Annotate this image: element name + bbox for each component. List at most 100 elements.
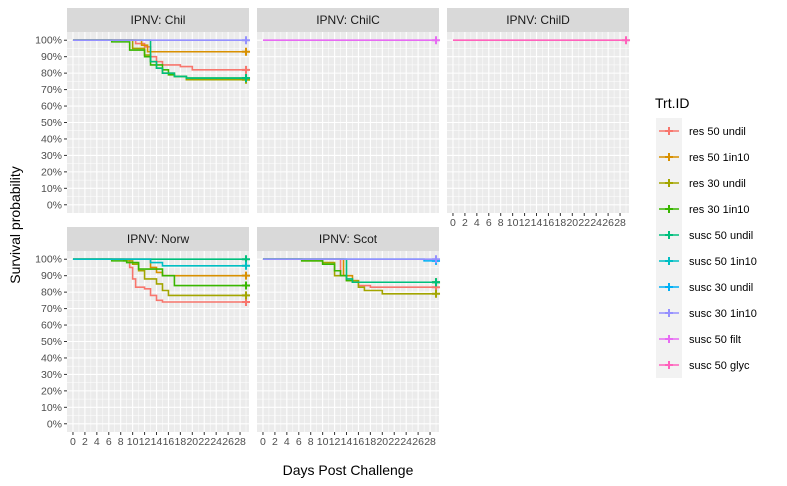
x-tick-label: 2: [462, 217, 468, 229]
x-tick-label: 12: [139, 436, 151, 448]
facet-title: IPNV: ChilC: [316, 13, 380, 27]
legend-label: res 30 1in10: [689, 204, 750, 216]
legend-key-cross: [665, 283, 673, 291]
x-tick-label: 14: [341, 436, 353, 448]
x-tick-label: 16: [353, 436, 365, 448]
legend-label: susc 50 glyc: [689, 360, 750, 372]
y-tick-label: 40%: [41, 133, 62, 145]
x-tick-label: 6: [486, 217, 492, 229]
x-tick-label: 24: [590, 217, 602, 229]
legend-key-cross: [665, 335, 673, 343]
facet-strip: [67, 227, 249, 251]
y-tick-label: 30%: [41, 150, 62, 162]
legend-label: susc 50 filt: [689, 334, 741, 346]
y-tick-label: 10%: [41, 402, 62, 414]
censor-mark: [242, 36, 251, 45]
x-tick-label: 16: [163, 436, 175, 448]
legend-label: res 50 undil: [689, 126, 746, 138]
x-tick-label: 10: [317, 436, 329, 448]
y-tick-label: 20%: [41, 385, 62, 397]
legend-key-cross: [665, 127, 673, 135]
x-tick-label: 18: [175, 436, 187, 448]
x-tick-label: 4: [94, 436, 100, 448]
x-tick-label: 26: [222, 436, 234, 448]
x-tick-label: 28: [234, 436, 246, 448]
x-tick-label: 28: [424, 436, 436, 448]
x-tick-label: 24: [210, 436, 222, 448]
legend-label: susc 50 1in10: [689, 256, 757, 268]
facet-strip: [67, 8, 249, 32]
y-tick-label: 70%: [41, 84, 62, 96]
legend-key-cross: [665, 179, 673, 187]
y-tick-label: 80%: [41, 287, 62, 299]
x-tick-label: 10: [507, 217, 519, 229]
x-tick-label: 0: [450, 217, 456, 229]
legend-key-cross: [665, 231, 673, 239]
x-tick-label: 8: [498, 217, 504, 229]
facet-strip: [447, 8, 629, 32]
legend-key-cross: [665, 361, 673, 369]
x-tick-label: 2: [272, 436, 278, 448]
y-axis-title: Survival probability: [7, 166, 23, 284]
y-tick-label: 40%: [41, 352, 62, 364]
x-tick-label: 18: [365, 436, 377, 448]
x-tick-label: 28: [614, 217, 626, 229]
censor-mark: [432, 278, 441, 287]
x-tick-label: 0: [70, 436, 76, 448]
x-tick-label: 4: [284, 436, 290, 448]
x-tick-label: 10: [127, 436, 139, 448]
x-tick-label: 26: [602, 217, 614, 229]
censor-mark: [242, 281, 251, 290]
x-tick-label: 6: [296, 436, 302, 448]
survival-curve: [72, 258, 247, 267]
y-tick-label: 60%: [41, 320, 62, 332]
x-tick-label: 6: [106, 436, 112, 448]
censor-mark: [242, 291, 251, 300]
x-tick-label: 22: [388, 436, 400, 448]
legend-label: susc 50 undil: [689, 230, 753, 242]
legend-key-cross: [665, 309, 673, 317]
legend-label: susc 30 1in10: [689, 308, 757, 320]
x-tick-label: 16: [543, 217, 555, 229]
legend-label: res 30 undil: [689, 178, 746, 190]
facet-title: IPNV: Chil: [131, 13, 186, 27]
facet-panel: IPNV: Norw 0% 10% 20% 30% 40% 50% 60% 70% 80% 90% 1…: [35, 227, 251, 448]
x-tick-label: 14: [531, 217, 543, 229]
x-tick-label: 20: [186, 436, 198, 448]
x-tick-label: 22: [198, 436, 210, 448]
censor-mark: [242, 65, 251, 74]
legend-label: res 50 1in10: [689, 152, 750, 164]
legend-label: susc 30 undil: [689, 282, 753, 294]
censor-mark: [432, 36, 441, 45]
x-tick-label: 8: [118, 436, 124, 448]
legend: Trt.ID res 50 undil res 50 1in10 res 30 und…: [655, 95, 757, 378]
legend-key-cross: [665, 153, 673, 161]
facet-title: IPNV: Scot: [319, 232, 378, 246]
legend-key-cross: [665, 257, 673, 265]
x-tick-label: 12: [329, 436, 341, 448]
y-tick-label: 90%: [41, 51, 62, 63]
legend-key-cross: [665, 205, 673, 213]
facet-title: IPNV: Norw: [127, 232, 190, 246]
y-tick-label: 20%: [41, 166, 62, 178]
facet-title: IPNV: ChilD: [506, 13, 570, 27]
facet-strip: [257, 8, 439, 32]
x-tick-label: 14: [151, 436, 163, 448]
y-tick-label: 90%: [41, 270, 62, 282]
y-tick-label: 30%: [41, 369, 62, 381]
y-tick-label: 0%: [47, 418, 62, 430]
x-tick-label: 8: [308, 436, 314, 448]
y-tick-label: 50%: [41, 117, 62, 129]
x-tick-label: 22: [578, 217, 590, 229]
x-tick-label: 2: [82, 436, 88, 448]
censor-mark: [242, 271, 251, 280]
facet-panel: IPNV: ChilC: [257, 8, 441, 213]
censor-mark: [432, 289, 441, 298]
y-tick-label: 60%: [41, 101, 62, 113]
facet-strip: [257, 227, 439, 251]
legend-title: Trt.ID: [655, 95, 689, 111]
censor-mark: [622, 36, 631, 45]
y-tick-label: 100%: [35, 254, 62, 266]
